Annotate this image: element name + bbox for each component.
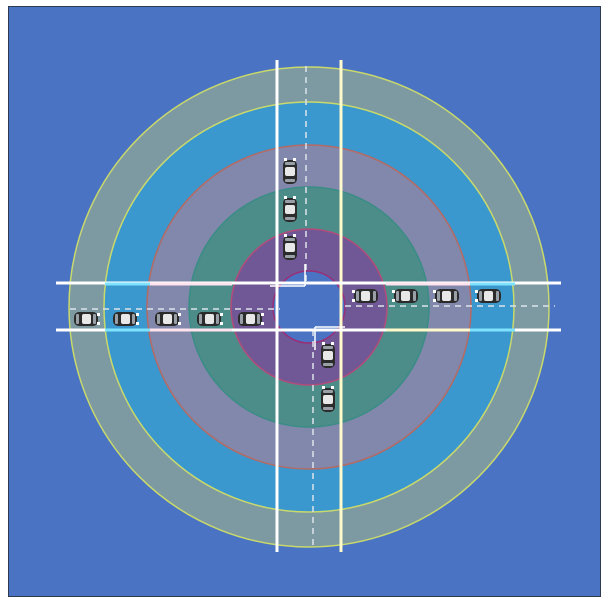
center-island xyxy=(272,270,346,344)
car-southbound-1[interactable] xyxy=(321,342,335,368)
car-westbound-3[interactable] xyxy=(155,312,181,326)
car-westbound-5[interactable] xyxy=(238,312,264,326)
car-westbound-2[interactable] xyxy=(113,312,139,326)
car-eastbound-1[interactable] xyxy=(352,289,378,303)
car-southbound-2[interactable] xyxy=(321,386,335,412)
car-westbound-4[interactable] xyxy=(197,312,223,326)
car-westbound-1[interactable] xyxy=(74,312,100,326)
inner-mark-nw xyxy=(270,264,306,287)
inner-mark-se xyxy=(314,326,345,350)
car-northbound-1[interactable] xyxy=(283,158,297,184)
car-northbound-3[interactable] xyxy=(283,234,297,260)
car-northbound-2[interactable] xyxy=(283,196,297,222)
car-eastbound-2[interactable] xyxy=(392,289,418,303)
car-eastbound-3[interactable] xyxy=(433,289,459,303)
car-eastbound-4[interactable] xyxy=(475,289,501,303)
